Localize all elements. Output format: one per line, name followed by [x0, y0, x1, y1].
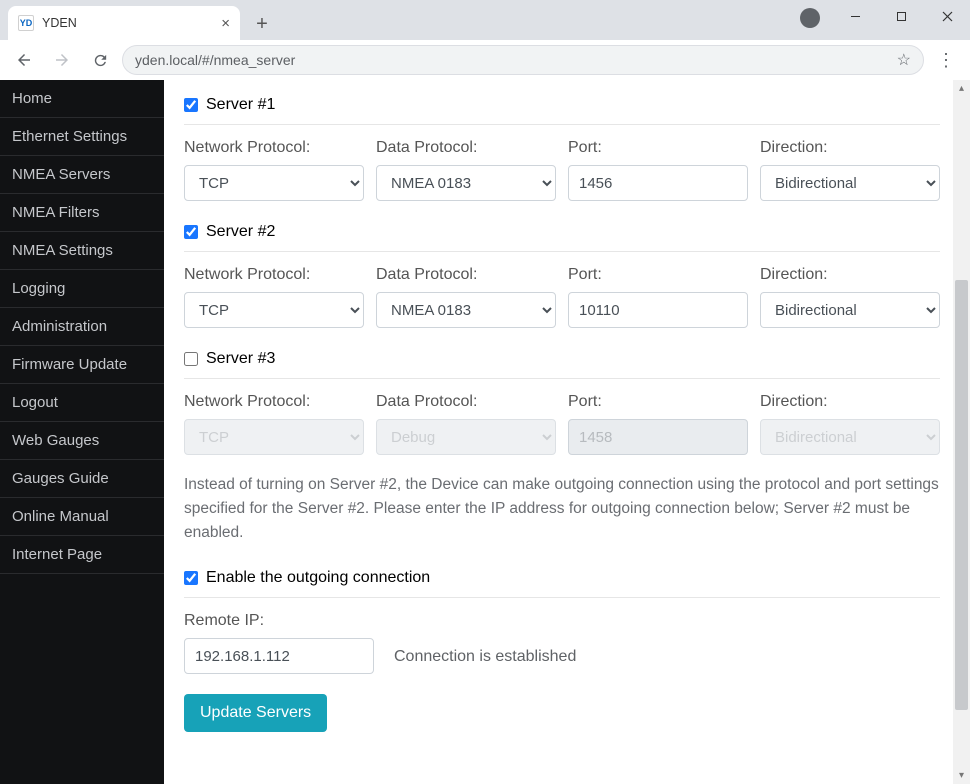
server-fields-row: Network Protocol: TCP Data Protocol: NMEA 0…	[184, 266, 940, 328]
close-window-button[interactable]	[924, 0, 970, 32]
server-title: Server #2	[206, 223, 275, 241]
direction-select[interactable]: Bidirectional	[760, 292, 940, 328]
network-protocol-select[interactable]: TCP	[184, 292, 364, 328]
network-protocol-select[interactable]: TCP	[184, 165, 364, 201]
direction-label: Direction:	[760, 139, 940, 157]
scroll-up-arrow-icon[interactable]: ▴	[953, 80, 970, 97]
enable-outgoing-row: Enable the outgoing connection	[184, 565, 940, 598]
direction-select: Bidirectional	[760, 419, 940, 455]
server-enable-checkbox[interactable]	[184, 225, 198, 239]
port-label: Port:	[568, 266, 748, 284]
server-block-3: Server #3 Network Protocol: TCP Data Protoc…	[184, 346, 940, 455]
sidebar-item-web-gauges[interactable]: Web Gauges	[0, 422, 164, 460]
port-input	[568, 419, 748, 455]
port-input[interactable]	[568, 292, 748, 328]
server-title: Server #1	[206, 96, 275, 114]
network-protocol-label: Network Protocol:	[184, 393, 364, 411]
sidebar-item-logging[interactable]: Logging	[0, 270, 164, 308]
remote-ip-row: Remote IP: Connection is established	[184, 612, 940, 674]
server-enable-row: Server #2	[184, 219, 940, 252]
remote-ip-label: Remote IP:	[184, 612, 374, 630]
scroll-down-arrow-icon[interactable]: ▾	[953, 767, 970, 784]
network-protocol-label: Network Protocol:	[184, 139, 364, 157]
network-protocol-label: Network Protocol:	[184, 266, 364, 284]
sidebar-item-logout[interactable]: Logout	[0, 384, 164, 422]
tab-title: YDEN	[42, 16, 213, 30]
data-protocol-select[interactable]: NMEA 0183	[376, 165, 556, 201]
server-enable-row: Server #3	[184, 346, 940, 379]
server-enable-checkbox[interactable]	[184, 352, 198, 366]
sidebar-nav: Home Ethernet Settings NMEA Servers NMEA…	[0, 80, 164, 784]
server-enable-checkbox[interactable]	[184, 98, 198, 112]
port-label: Port:	[568, 139, 748, 157]
server-enable-row: Server #1	[184, 92, 940, 125]
server-fields-row: Network Protocol: TCP Data Protocol: Debug P…	[184, 393, 940, 455]
sidebar-item-internet-page[interactable]: Internet Page	[0, 536, 164, 574]
port-label: Port:	[568, 393, 748, 411]
server-fields-row: Network Protocol: TCP Data Protocol: NMEA 0…	[184, 139, 940, 201]
sidebar-item-ethernet-settings[interactable]: Ethernet Settings	[0, 118, 164, 156]
enable-outgoing-checkbox[interactable]	[184, 571, 198, 585]
help-text: Instead of turning on Server #2, the Dev…	[184, 473, 940, 545]
scrollbar-thumb[interactable]	[955, 280, 968, 710]
sidebar-item-online-manual[interactable]: Online Manual	[0, 498, 164, 536]
profile-icon[interactable]	[800, 8, 820, 28]
browser-tab[interactable]: YD YDEN ×	[8, 6, 240, 40]
url-input[interactable]: yden.local/#/nmea_server ☆	[122, 45, 924, 75]
port-input[interactable]	[568, 165, 748, 201]
close-tab-icon[interactable]: ×	[221, 15, 230, 32]
sidebar-item-nmea-settings[interactable]: NMEA Settings	[0, 232, 164, 270]
window-controls	[832, 0, 970, 32]
data-protocol-select[interactable]: NMEA 0183	[376, 292, 556, 328]
back-button[interactable]	[8, 44, 40, 76]
data-protocol-select: Debug	[376, 419, 556, 455]
page-viewport: Home Ethernet Settings NMEA Servers NMEA…	[0, 80, 970, 784]
sidebar-item-administration[interactable]: Administration	[0, 308, 164, 346]
minimize-button[interactable]	[832, 0, 878, 32]
server-block-1: Server #1 Network Protocol: TCP Data Protoc…	[184, 92, 940, 201]
update-servers-button[interactable]: Update Servers	[184, 694, 327, 732]
data-protocol-label: Data Protocol:	[376, 393, 556, 411]
url-text: yden.local/#/nmea_server	[135, 52, 295, 68]
enable-outgoing-label: Enable the outgoing connection	[206, 569, 430, 587]
main-content: Server #1 Network Protocol: TCP Data Protoc…	[164, 80, 970, 784]
new-tab-button[interactable]: +	[248, 10, 276, 38]
connection-status: Connection is established	[394, 648, 576, 674]
direction-label: Direction:	[760, 393, 940, 411]
sidebar-item-home[interactable]: Home	[0, 80, 164, 118]
chrome-menu-button[interactable]: ⋮	[930, 50, 962, 71]
tab-bar: YD YDEN × +	[0, 0, 970, 40]
sidebar-item-firmware-update[interactable]: Firmware Update	[0, 346, 164, 384]
bookmark-star-icon[interactable]: ☆	[897, 50, 911, 70]
server-block-2: Server #2 Network Protocol: TCP Data Protoc…	[184, 219, 940, 328]
address-bar: yden.local/#/nmea_server ☆ ⋮	[0, 40, 970, 80]
sidebar-item-nmea-filters[interactable]: NMEA Filters	[0, 194, 164, 232]
network-protocol-select: TCP	[184, 419, 364, 455]
sidebar-item-gauges-guide[interactable]: Gauges Guide	[0, 460, 164, 498]
data-protocol-label: Data Protocol:	[376, 266, 556, 284]
browser-chrome: YD YDEN × + yden.local/#/nmea_server ☆	[0, 0, 970, 80]
reload-button[interactable]	[84, 44, 116, 76]
maximize-button[interactable]	[878, 0, 924, 32]
remote-ip-input[interactable]	[184, 638, 374, 674]
server-title: Server #3	[206, 350, 275, 368]
favicon-icon: YD	[18, 15, 34, 31]
forward-button[interactable]	[46, 44, 78, 76]
data-protocol-label: Data Protocol:	[376, 139, 556, 157]
direction-select[interactable]: Bidirectional	[760, 165, 940, 201]
sidebar-item-nmea-servers[interactable]: NMEA Servers	[0, 156, 164, 194]
vertical-scrollbar[interactable]: ▴ ▾	[953, 80, 970, 784]
direction-label: Direction:	[760, 266, 940, 284]
